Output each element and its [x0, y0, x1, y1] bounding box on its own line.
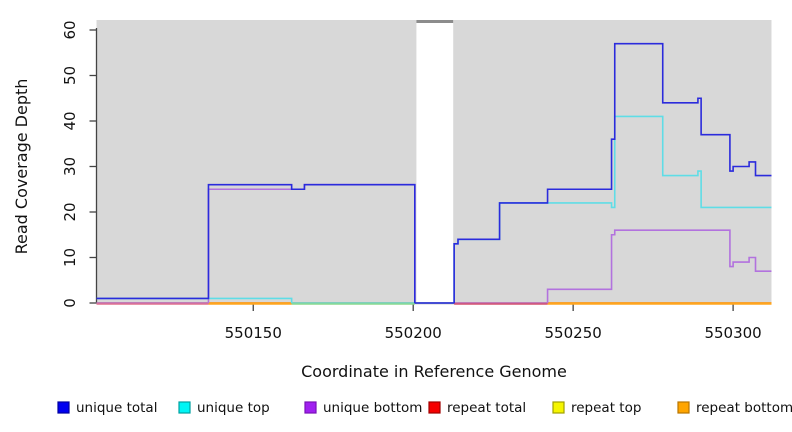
y-tick-label: 40 — [61, 111, 79, 130]
legend-item-repeat-total: repeat total — [428, 400, 526, 416]
legend-item-unique-bottom: unique bottom — [304, 400, 422, 416]
tick-labels: 0 10 20 30 40 50 60 550150 550200 550250 550300 — [61, 20, 762, 342]
x-tick-label: 550150 — [225, 324, 282, 342]
legend: unique total unique top unique bottom repea… — [57, 400, 792, 416]
legend-label: unique bottom — [323, 400, 422, 416]
legend-label: repeat top — [571, 400, 641, 416]
masked-region-top-cap — [416, 20, 454, 23]
x-tick-label: 550200 — [385, 324, 442, 342]
x-tick-label: 550250 — [545, 324, 602, 342]
y-tick-label: 10 — [61, 248, 79, 267]
y-tick-label: 0 — [61, 298, 79, 308]
legend-swatch — [552, 401, 565, 414]
legend-swatch — [57, 401, 70, 414]
series-unique-total — [96, 42, 772, 304]
legend-label: repeat total — [447, 400, 526, 416]
y-tick-label: 50 — [61, 66, 79, 85]
legend-swatch — [677, 401, 690, 414]
legend-swatch — [178, 401, 191, 414]
x-tick-label: 550300 — [704, 324, 761, 342]
y-tick-label: 30 — [61, 157, 79, 176]
legend-label: unique top — [197, 400, 270, 416]
legend-item-repeat-top: repeat top — [552, 400, 641, 416]
data-series — [96, 42, 772, 304]
masked-region — [416, 20, 454, 303]
legend-swatch — [304, 401, 317, 414]
plot-background — [96, 20, 772, 303]
x-axis-title: Coordinate in Reference Genome — [301, 362, 567, 381]
legend-label: unique total — [76, 400, 157, 416]
y-axis-title: Read Coverage Depth — [12, 79, 31, 255]
y-tick-label: 20 — [61, 202, 79, 221]
legend-swatch — [428, 401, 441, 414]
y-tick-label: 60 — [61, 20, 79, 39]
legend-item-unique-top: unique top — [178, 400, 270, 416]
legend-label: repeat bottom — [696, 400, 792, 416]
legend-item-repeat-bottom: repeat bottom — [677, 400, 792, 416]
legend-item-unique-total: unique total — [57, 400, 157, 416]
